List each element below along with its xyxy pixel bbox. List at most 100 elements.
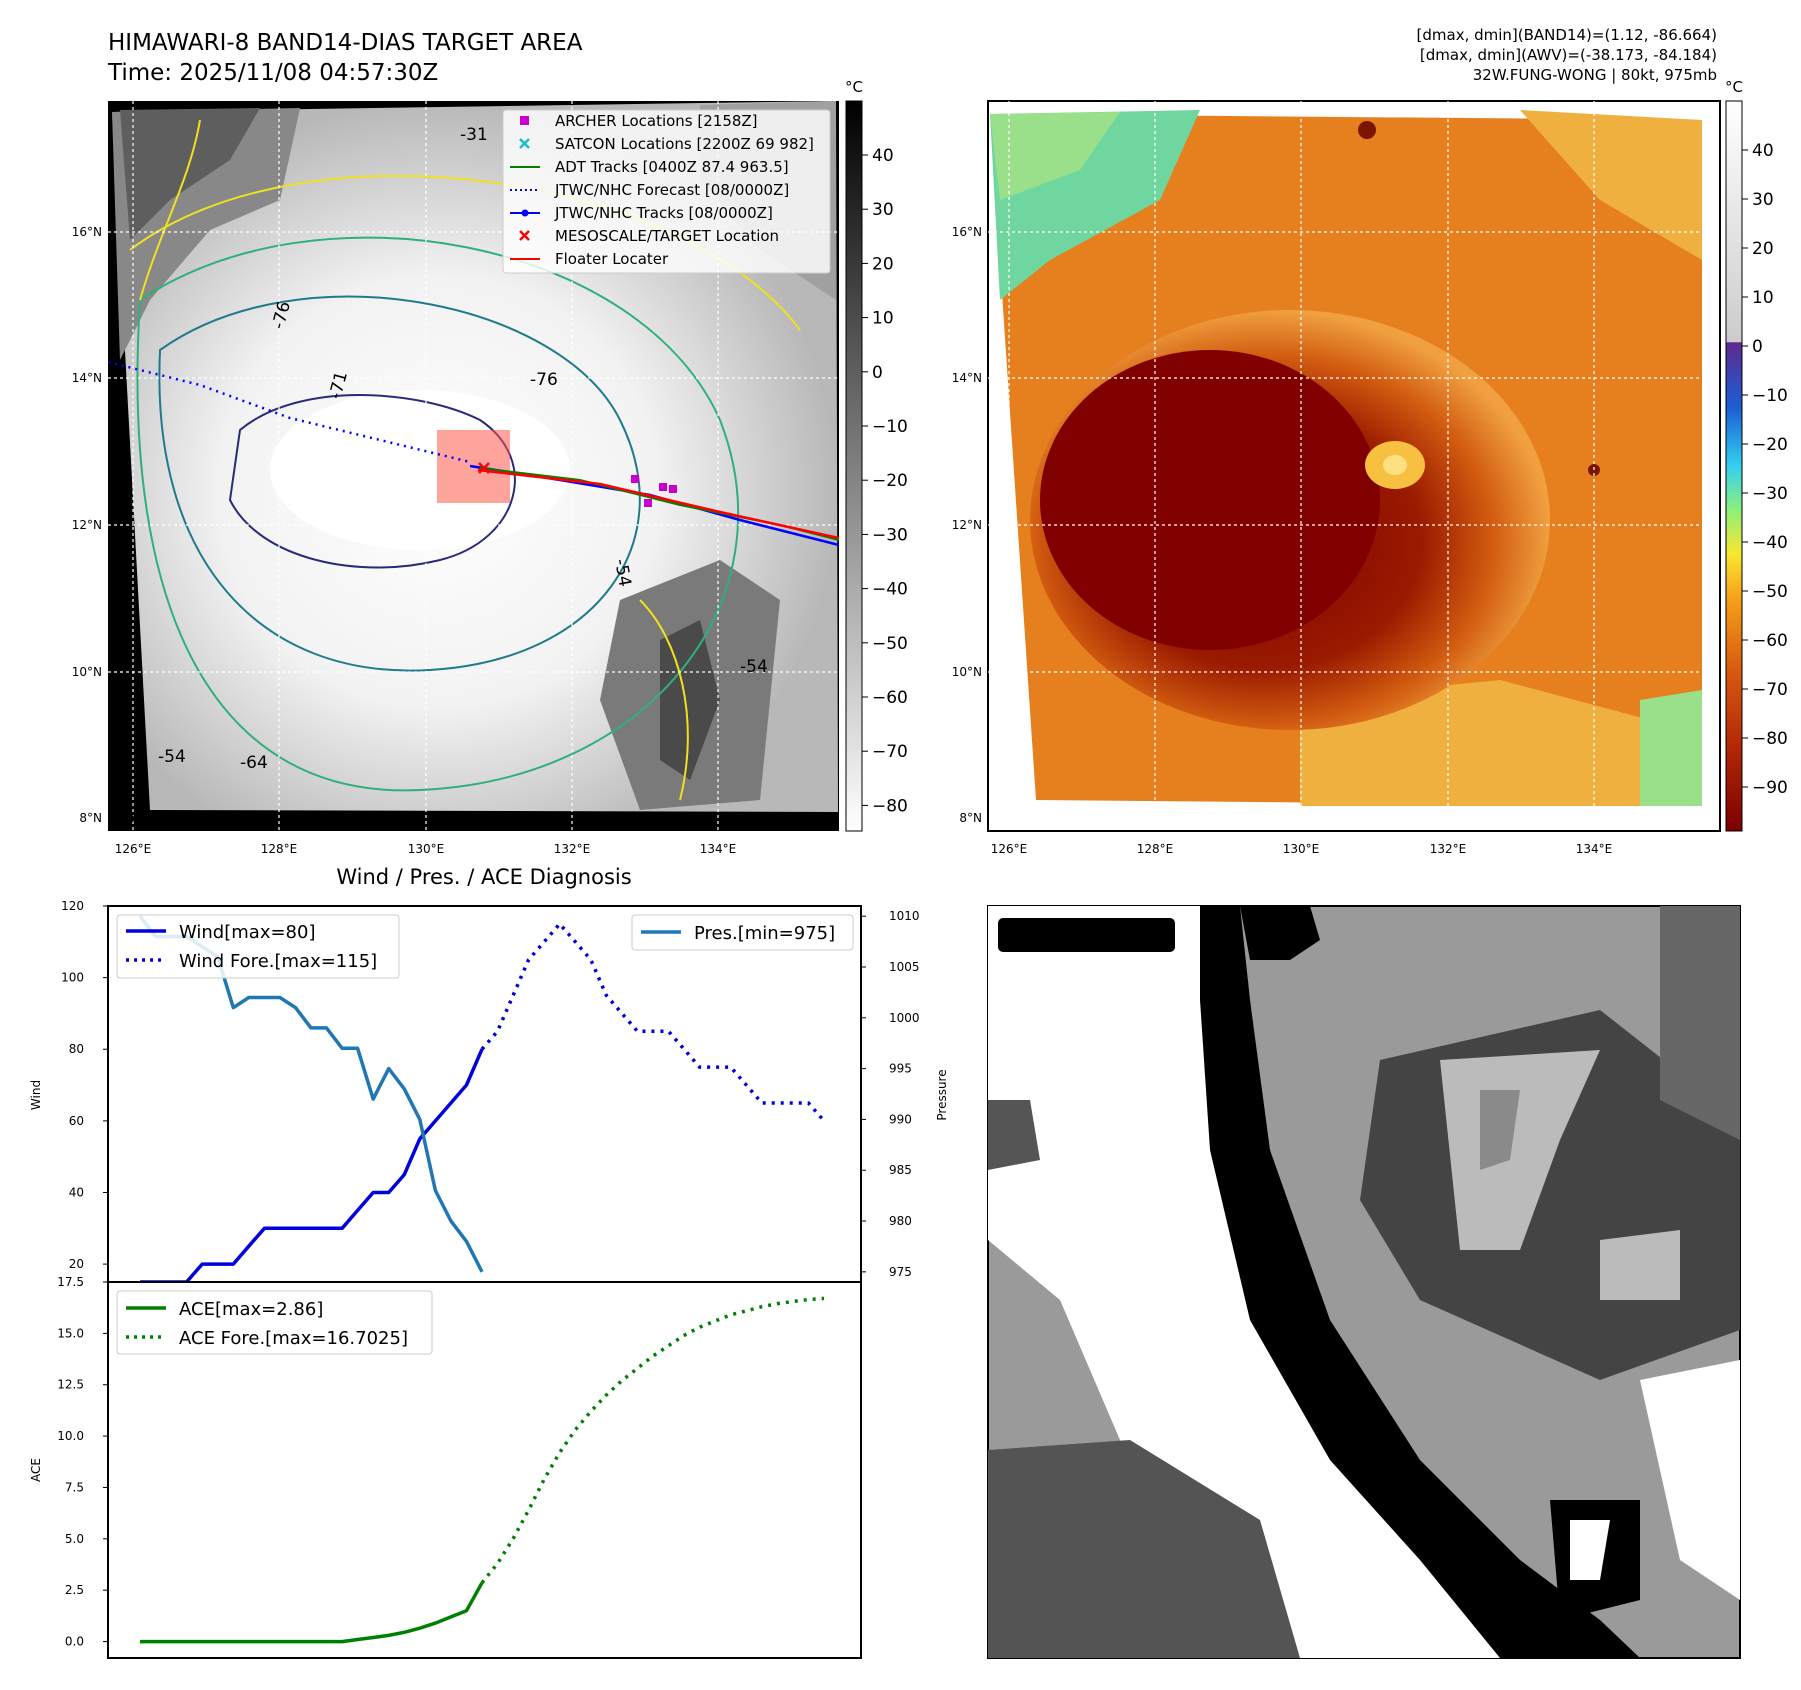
lat-label: 12°N bbox=[952, 518, 982, 532]
contour-label: -54 bbox=[158, 747, 186, 767]
lon-label: 128°E bbox=[1137, 842, 1174, 856]
info-storm: 32W.FUNG-WONG | 80kt, 975mb bbox=[1473, 66, 1717, 84]
pressure-axis-label: Pressure bbox=[935, 1069, 949, 1120]
contour-label: -54 bbox=[610, 557, 635, 588]
lat-label: 14°N bbox=[72, 371, 102, 385]
colorbar-tick-label: −90 bbox=[1752, 778, 1788, 798]
colorbar-tick-label: 30 bbox=[872, 200, 894, 220]
y-tick-label: 10.0 bbox=[57, 1429, 84, 1443]
ace-chart: 0.0 2.5 5.0 7.5 10.0 12.5 15.0 17.5 ACE ACE[max… bbox=[29, 1275, 862, 1659]
y-right-tick-label: 1005 bbox=[889, 960, 920, 974]
colorbar-tick-label: −30 bbox=[872, 525, 908, 545]
y-right-tick-label: 1010 bbox=[889, 909, 920, 923]
colorbar-tick-label: −60 bbox=[872, 688, 908, 708]
colorbar-tick-label: 10 bbox=[1752, 288, 1774, 308]
y-tick-label: 0.0 bbox=[65, 1635, 84, 1649]
lon-label: 132°E bbox=[554, 842, 591, 856]
awv-map-axis-labels: 16°N 14°N 12°N 10°N 8°N 126°E 128°E 130°E 132°E 1… bbox=[952, 225, 1613, 856]
colorbar-tick-label: 20 bbox=[872, 254, 894, 274]
lon-label: 130°E bbox=[1283, 842, 1320, 856]
ace-axis-label: ACE bbox=[29, 1458, 43, 1482]
colorbar-tick-label: −10 bbox=[1752, 386, 1788, 406]
wind-axis-label: Wind bbox=[29, 1080, 43, 1110]
diagnosis-title: Wind / Pres. / ACE Diagnosis bbox=[336, 865, 631, 889]
lat-label: 8°N bbox=[79, 811, 102, 825]
ace-legend: ACE[max=2.86] ACE Fore.[max=16.7025] bbox=[116, 1290, 433, 1355]
lon-label: 134°E bbox=[700, 842, 737, 856]
legend-entry: SATCON Locations [2200Z 69 982] bbox=[519, 135, 814, 153]
info-awv-range: [dmax, dmin](AWV)=(-38.173, -84.184) bbox=[1420, 46, 1717, 64]
y-tick-label: 60 bbox=[69, 1114, 84, 1128]
lon-label: 132°E bbox=[1430, 842, 1467, 856]
ace-forecast-line bbox=[480, 1296, 825, 1584]
colorbar-tick-label: −50 bbox=[872, 634, 908, 654]
colorbar-tick-label: 10 bbox=[872, 309, 894, 329]
contour-label: -64 bbox=[240, 753, 268, 773]
legend-entry: ADT Tracks [0400Z 87.4 963.5] bbox=[510, 158, 789, 176]
y-right-tick-label: 995 bbox=[889, 1062, 912, 1076]
y-tick-label: 12.5 bbox=[57, 1378, 84, 1392]
lat-label: 16°N bbox=[952, 225, 982, 239]
colorbar-tick-label: 30 bbox=[1752, 190, 1774, 210]
colorbar-tick-label: −20 bbox=[872, 471, 908, 491]
colorbar-tick-label: 0 bbox=[1752, 337, 1763, 357]
lat-label: 8°N bbox=[959, 811, 982, 825]
legend-ace-label: ACE[max=2.86] bbox=[179, 1299, 323, 1320]
y-right-tick-label: 985 bbox=[889, 1163, 912, 1177]
lon-label: 130°E bbox=[408, 842, 445, 856]
awv-colorbar: °C 40 30 20 10 0 −10 −20 −30 −40 −50 −60 −70 −80 −90 bbox=[1725, 78, 1788, 832]
lon-label: 134°E bbox=[1576, 842, 1613, 856]
colorbar-tick-label: −50 bbox=[1752, 582, 1788, 602]
colorbar-tick-label: −40 bbox=[872, 580, 908, 600]
colorbar-tick-label: 0 bbox=[872, 363, 883, 383]
y-tick-label: 2.5 bbox=[65, 1583, 84, 1597]
colorbar-tick-label: −40 bbox=[1752, 533, 1788, 553]
legend-wind-forecast-label: Wind Fore.[max=115] bbox=[179, 951, 377, 972]
legend-marker-x bbox=[519, 138, 530, 149]
lon-label: 126°E bbox=[115, 842, 152, 856]
legend-wind-label: Wind[max=80] bbox=[179, 922, 316, 943]
lat-label: 16°N bbox=[72, 225, 102, 239]
legend-label: ADT Tracks [0400Z 87.4 963.5] bbox=[555, 158, 789, 176]
awv-map-panel bbox=[987, 100, 1721, 832]
band14-map-panel: -31 -76 -71 -76 -54 -54 -64 -54 Copyrigh… bbox=[108, 101, 839, 831]
colorbar-tick-label: −60 bbox=[1752, 631, 1788, 651]
lat-label: 12°N bbox=[72, 518, 102, 532]
y-tick-label: 100 bbox=[61, 971, 84, 985]
colorbar-tick-label: −80 bbox=[1752, 729, 1788, 749]
legend-label: Floater Locater bbox=[555, 250, 669, 268]
lat-label: 10°N bbox=[952, 665, 982, 679]
y-tick-label: 120 bbox=[61, 899, 84, 913]
colorbar-tick-label: −20 bbox=[1752, 435, 1788, 455]
legend-label: JTWC/NHC Tracks [08/0000Z] bbox=[554, 204, 773, 222]
colorbar-tick-label: −80 bbox=[872, 796, 908, 816]
contour-label: -31 bbox=[460, 125, 488, 145]
wmg-count-label: WMG Count: 0 bbox=[1006, 925, 1159, 947]
legend-entry: MESOSCALE/TARGET Location bbox=[519, 227, 779, 245]
copyright-text: Copyright © 2020-2025 Dapiya bbox=[112, 808, 391, 827]
colorbar-tick-label: 20 bbox=[1752, 239, 1774, 259]
legend-label: ARCHER Locations [2158Z] bbox=[555, 112, 758, 130]
lon-label: 126°E bbox=[991, 842, 1028, 856]
y-right-tick-label: 1000 bbox=[889, 1011, 920, 1025]
legend-entry: Floater Locater bbox=[510, 250, 669, 268]
legend-label: JTWC/NHC Forecast [08/0000Z] bbox=[554, 181, 789, 199]
colorbar-tick-label: 40 bbox=[1752, 141, 1774, 161]
legend-label: MESOSCALE/TARGET Location bbox=[555, 227, 779, 245]
lon-label: 128°E bbox=[261, 842, 298, 856]
y-right-tick-label: 975 bbox=[889, 1265, 912, 1279]
colorbar-tick-label: −70 bbox=[872, 742, 908, 762]
y-tick-label: 5.0 bbox=[65, 1532, 84, 1546]
lat-label: 14°N bbox=[952, 371, 982, 385]
y-tick-label: 40 bbox=[69, 1185, 84, 1199]
contour-label: -76 bbox=[530, 370, 558, 390]
wind-line bbox=[140, 1048, 484, 1284]
colorbar-tick-label: −70 bbox=[1752, 680, 1788, 700]
legend-entry: ARCHER Locations [2158Z] bbox=[520, 112, 758, 130]
y-right-tick-label: 980 bbox=[889, 1214, 912, 1228]
band14-map-axis-labels: 16°N 14°N 12°N 10°N 8°N 126°E 128°E 130°E 132°E 1… bbox=[72, 225, 737, 856]
legend-marker-square bbox=[520, 116, 529, 125]
figure-title: HIMAWARI-8 BAND14-DIAS TARGET AREA bbox=[108, 30, 583, 56]
